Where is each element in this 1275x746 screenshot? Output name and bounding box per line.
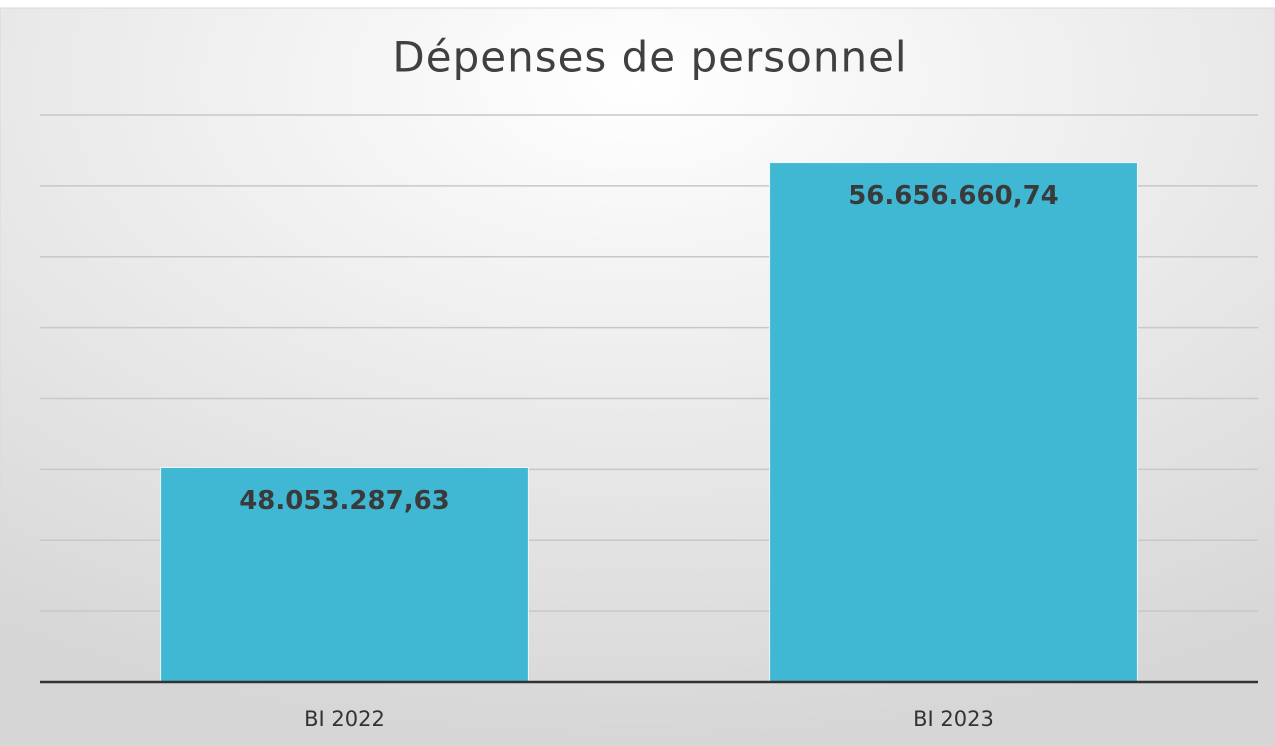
data-label: 48.053.287,63 (239, 486, 450, 516)
x-tick-label: BI 2023 (913, 707, 994, 731)
x-tick-label: BI 2022 (304, 707, 385, 731)
bar (769, 162, 1138, 683)
chart-title: Dépenses de personnel (392, 33, 907, 82)
data-label: 56.656.660,74 (848, 181, 1059, 211)
bar (160, 466, 529, 683)
